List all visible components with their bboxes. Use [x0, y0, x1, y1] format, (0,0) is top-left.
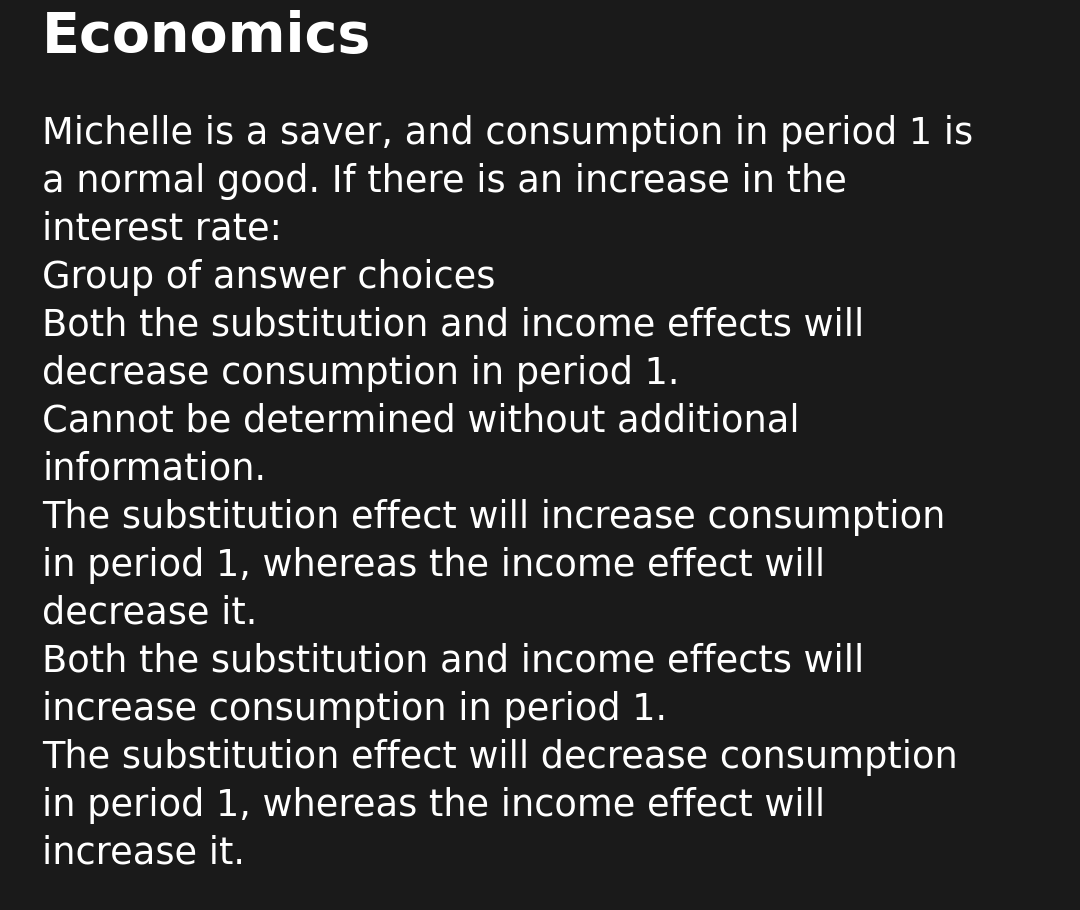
Text: in period 1, whereas the income effect will: in period 1, whereas the income effect w…: [42, 787, 825, 824]
Text: decrease consumption in period 1.: decrease consumption in period 1.: [42, 355, 679, 392]
Text: a normal good. If there is an increase in the: a normal good. If there is an increase i…: [42, 163, 847, 200]
Text: The substitution effect will increase consumption: The substitution effect will increase co…: [42, 499, 945, 536]
Text: Group of answer choices: Group of answer choices: [42, 259, 496, 296]
Text: Michelle is a saver, and consumption in period 1 is: Michelle is a saver, and consumption in …: [42, 115, 973, 152]
Text: Both the substitution and income effects will: Both the substitution and income effects…: [42, 643, 864, 680]
Text: increase it.: increase it.: [42, 835, 245, 872]
Text: increase consumption in period 1.: increase consumption in period 1.: [42, 691, 667, 728]
Text: Both the substitution and income effects will: Both the substitution and income effects…: [42, 307, 864, 344]
Text: decrease it.: decrease it.: [42, 595, 257, 632]
Text: interest rate:: interest rate:: [42, 211, 282, 248]
Text: information.: information.: [42, 451, 266, 488]
Text: Economics: Economics: [42, 10, 372, 64]
Text: Cannot be determined without additional: Cannot be determined without additional: [42, 403, 799, 440]
Text: The substitution effect will decrease consumption: The substitution effect will decrease co…: [42, 739, 958, 776]
Text: in period 1, whereas the income effect will: in period 1, whereas the income effect w…: [42, 547, 825, 584]
